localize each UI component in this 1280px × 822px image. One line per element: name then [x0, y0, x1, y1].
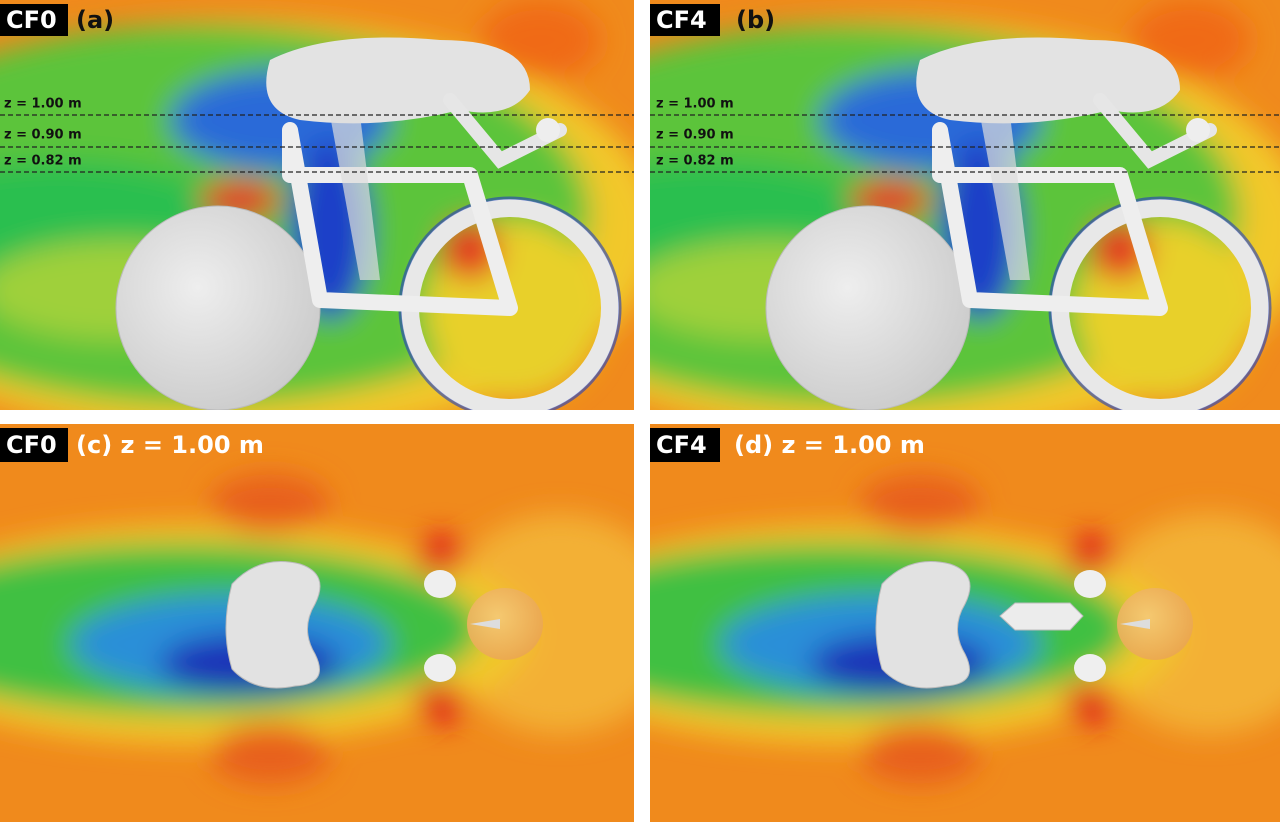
config-label: CF0: [6, 431, 57, 459]
panel-c: CF0 (c) z = 1.00 m: [0, 424, 680, 822]
z-label: z = 0.90 m: [4, 128, 82, 143]
panel-caption: (c) z = 1.00 m: [76, 431, 264, 459]
panel-a: z = 1.00 m z = 0.90 m z = 0.82 m CF0 (a): [0, 0, 660, 440]
config-label: CF4: [656, 6, 707, 34]
flow-field-side: [0, 0, 660, 440]
extra-body: [999, 602, 1084, 631]
z-label: z = 0.90 m: [656, 128, 734, 143]
label-box: [0, 428, 68, 462]
z-label: z = 0.82 m: [656, 154, 734, 169]
label-box: [650, 428, 720, 462]
z-label: z = 1.00 m: [656, 97, 734, 112]
panel-b: z = 1.00 m z = 0.90 m z = 0.82 m CF4 (b): [460, 0, 1280, 440]
panel-caption: (b): [736, 6, 775, 34]
z-label: z = 1.00 m: [4, 97, 82, 112]
panel-caption: (d) z = 1.00 m: [734, 431, 925, 459]
panel-d: CF4 (d) z = 1.00 m: [520, 424, 1280, 822]
label-box: [650, 4, 720, 36]
flow-field-top: [0, 424, 680, 822]
z-label: z = 0.82 m: [4, 154, 82, 169]
label-box: [0, 4, 68, 36]
panel-caption: (a): [76, 6, 114, 34]
config-label: CF0: [6, 6, 57, 34]
config-label: CF4: [656, 431, 707, 459]
